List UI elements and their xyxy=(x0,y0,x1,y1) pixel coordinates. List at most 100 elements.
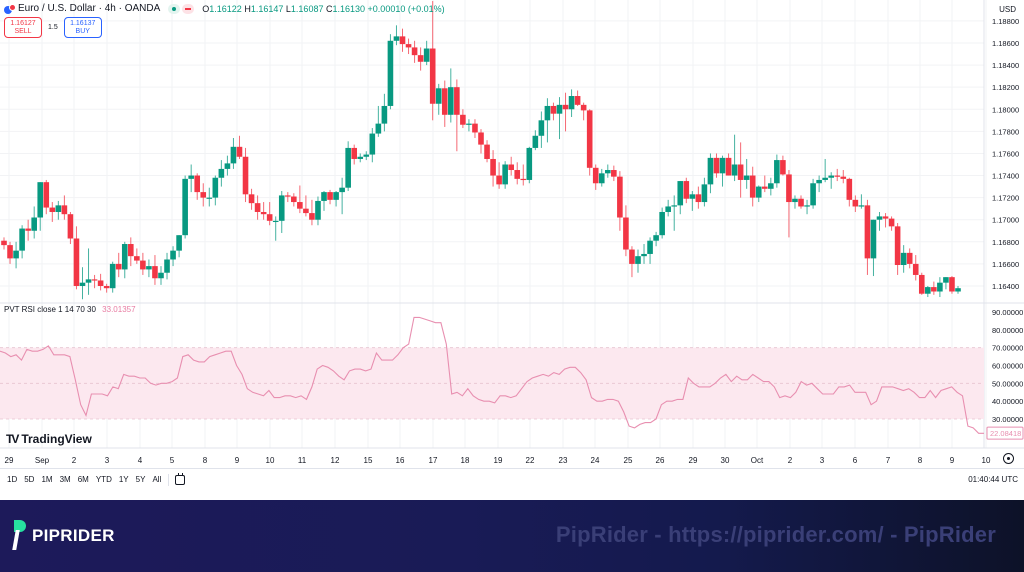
indicator-value: 33.01357 xyxy=(102,305,136,314)
svg-text:30.00000: 30.00000 xyxy=(992,415,1023,424)
piprider-logo: PIPRIDER xyxy=(12,520,115,552)
range-button-1y[interactable]: 1Y xyxy=(118,475,129,484)
eur-usd-flag-icon xyxy=(4,3,16,14)
svg-text:22.08418: 22.08418 xyxy=(990,429,1021,438)
time-tick: 26 xyxy=(655,456,665,465)
close-label: C xyxy=(325,3,333,14)
tradingview-wordmark: TradingView xyxy=(21,432,92,446)
time-tick: 17 xyxy=(428,456,438,465)
currency-selector[interactable]: USD xyxy=(999,5,1016,14)
clock[interactable]: 01:40:44 UTC xyxy=(968,475,1018,484)
sell-price: 1.16127 xyxy=(10,20,36,27)
chart-area[interactable]: 1.18800 1.18600 1.18400 1.18200 1.18000 1.178… xyxy=(0,0,1024,500)
range-button-1m[interactable]: 1M xyxy=(41,475,53,484)
svg-text:90.00000: 90.00000 xyxy=(992,308,1023,317)
time-tick: 6 xyxy=(852,456,858,465)
svg-text:1.18600: 1.18600 xyxy=(992,39,1019,48)
time-tick: 29 xyxy=(688,456,698,465)
spread: 1.5 xyxy=(48,24,58,31)
buy-price: 1.16137 xyxy=(70,20,96,27)
high-label: H xyxy=(244,3,251,14)
price-chart[interactable]: 1.18800 1.18600 1.18400 1.18200 1.18000 1.178… xyxy=(0,0,1024,500)
buy-button[interactable]: 1.16137 BUY xyxy=(63,17,102,38)
low-value: 1.16087 xyxy=(290,3,324,14)
time-tick: 8 xyxy=(202,456,208,465)
time-tick: Oct xyxy=(750,456,764,465)
time-tick: 5 xyxy=(169,456,175,465)
range-button-5d[interactable]: 5D xyxy=(24,475,35,484)
settings-icon[interactable] xyxy=(1003,453,1014,464)
divider xyxy=(168,473,170,486)
svg-text:1.17600: 1.17600 xyxy=(992,149,1019,158)
time-tick: 29 xyxy=(4,456,14,465)
svg-text:1.18000: 1.18000 xyxy=(992,105,1019,114)
sell-button[interactable]: 1.16127 SELL xyxy=(4,17,42,38)
svg-text:1.18400: 1.18400 xyxy=(992,61,1019,70)
time-tick: 23 xyxy=(558,456,568,465)
time-tick: 2 xyxy=(71,456,77,465)
range-button-3m[interactable]: 3M xyxy=(59,475,71,484)
indicator-legend[interactable]: PVT RSI close 1 14 70 30 33.01357 xyxy=(4,305,136,314)
range-button-6m[interactable]: 6M xyxy=(77,475,89,484)
range-button-5y[interactable]: 5Y xyxy=(135,475,146,484)
range-button-all[interactable]: All xyxy=(152,475,162,484)
ohlc-values: O1.16122 H1.16147 L1.16087 C1.16130 +0.0… xyxy=(202,4,444,14)
time-tick: 10 xyxy=(265,456,275,465)
time-tick: 11 xyxy=(297,456,307,465)
svg-text:1.18800: 1.18800 xyxy=(992,17,1019,26)
svg-text:1.16600: 1.16600 xyxy=(992,260,1019,269)
close-value: 1.16130 xyxy=(332,3,366,14)
trade-panel: 1.16127 SELL 1.5 1.16137 BUY xyxy=(4,17,102,38)
range-button-ytd[interactable]: YTD xyxy=(95,475,112,484)
svg-text:60.00000: 60.00000 xyxy=(992,362,1023,371)
time-tick: 2 xyxy=(787,456,793,465)
time-tick: 10 xyxy=(981,456,991,465)
range-button-1d[interactable]: 1D xyxy=(7,475,18,484)
tradingview-logo[interactable]: TV TradingView xyxy=(6,432,92,446)
time-tick: 9 xyxy=(234,456,240,465)
time-tick: 3 xyxy=(819,456,825,465)
svg-text:1.17400: 1.17400 xyxy=(992,172,1019,181)
svg-text:1.18200: 1.18200 xyxy=(992,83,1019,92)
market-open-icon[interactable] xyxy=(168,3,181,14)
svg-text:1.17800: 1.17800 xyxy=(992,127,1019,136)
tradingview-icon: TV xyxy=(6,432,19,446)
time-tick: 8 xyxy=(917,456,923,465)
svg-text:50.00000: 50.00000 xyxy=(992,379,1023,388)
buy-label: BUY xyxy=(75,28,90,35)
time-tick: 7 xyxy=(885,456,891,465)
svg-text:80.00000: 80.00000 xyxy=(992,326,1023,335)
open-label: O xyxy=(202,3,210,14)
time-tick: 4 xyxy=(137,456,143,465)
time-tick: 22 xyxy=(525,456,535,465)
time-tick: 30 xyxy=(720,456,730,465)
market-status xyxy=(168,3,195,14)
time-tick: 19 xyxy=(493,456,503,465)
time-tick: 16 xyxy=(395,456,405,465)
svg-text:40.00000: 40.00000 xyxy=(992,397,1023,406)
svg-text:1.17200: 1.17200 xyxy=(992,194,1019,203)
svg-text:1.16400: 1.16400 xyxy=(992,282,1019,291)
svg-text:1.17000: 1.17000 xyxy=(992,216,1019,225)
high-value: 1.16147 xyxy=(250,3,284,14)
piprider-wordmark: PIPRIDER xyxy=(32,526,115,545)
indicator-params: close 1 14 70 30 xyxy=(37,305,96,314)
market-event-icon[interactable] xyxy=(182,3,195,14)
time-axis[interactable]: 29 Sep 2 3 4 5 8 9 10 11 12 15 16 17 18 19 22 23 24 25 26 29 3… xyxy=(0,450,991,468)
watermark-text: PipRider - https://piprider.com/ - PipRi… xyxy=(555,522,996,547)
open-value: 1.16122 xyxy=(209,3,242,14)
sell-label: SELL xyxy=(14,28,32,35)
time-tick: 9 xyxy=(949,456,955,465)
go-to-date-icon[interactable] xyxy=(175,472,186,485)
symbol-title[interactable]: Euro / U.S. Dollar · 4h · OANDA xyxy=(18,3,161,14)
symbol-legend: Euro / U.S. Dollar · 4h · OANDA O1.16122… xyxy=(4,3,445,14)
time-tick: 12 xyxy=(330,456,340,465)
change-value: +0.00010 (+0.01%) xyxy=(367,3,445,14)
time-tick: 24 xyxy=(590,456,600,465)
time-tick: 25 xyxy=(623,456,633,465)
time-tick: 15 xyxy=(363,456,373,465)
time-tick: 18 xyxy=(460,456,470,465)
piprider-banner: PIPRIDER xyxy=(0,500,1024,572)
piprider-icon xyxy=(12,520,26,552)
svg-text:70.00000: 70.00000 xyxy=(992,344,1023,353)
